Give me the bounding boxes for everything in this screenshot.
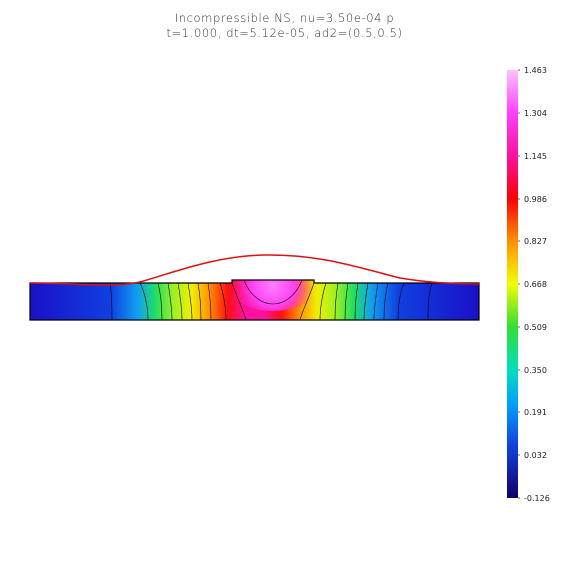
colorbar-label: 1.304: [524, 109, 547, 118]
colorbar-label: 0.032: [524, 451, 547, 460]
colorbar-labels: 1.463 1.304 1.145 0.986 0.827 0.668 0.50…: [524, 66, 550, 503]
colorbar-label: 0.668: [524, 280, 547, 289]
surface-curve: [29, 254, 480, 286]
colorbar-label: 0.986: [524, 195, 547, 204]
colorbar-label: 0.350: [524, 366, 547, 375]
colorbar-label: -0.126: [524, 494, 550, 503]
colorbar-label: 0.509: [524, 323, 547, 332]
domain-field: [30, 280, 479, 320]
plot-title-line-2: t=1.000, dt=5.12e-05, ad2=(0.5,0.5): [166, 26, 403, 40]
colorbar-label: 0.191: [524, 408, 547, 417]
colorbar-ticks: [518, 69, 520, 499]
colorbar-label: 1.145: [524, 152, 547, 161]
colorbar-label: 1.463: [524, 66, 547, 75]
contour-lines: [109, 280, 433, 320]
colorbar: [507, 70, 518, 498]
domain-outline: [29, 279, 480, 321]
plot-title-line-1: Incompressible NS, nu=3.50e-04 p: [174, 11, 395, 25]
colorbar-label: 0.827: [524, 237, 547, 246]
